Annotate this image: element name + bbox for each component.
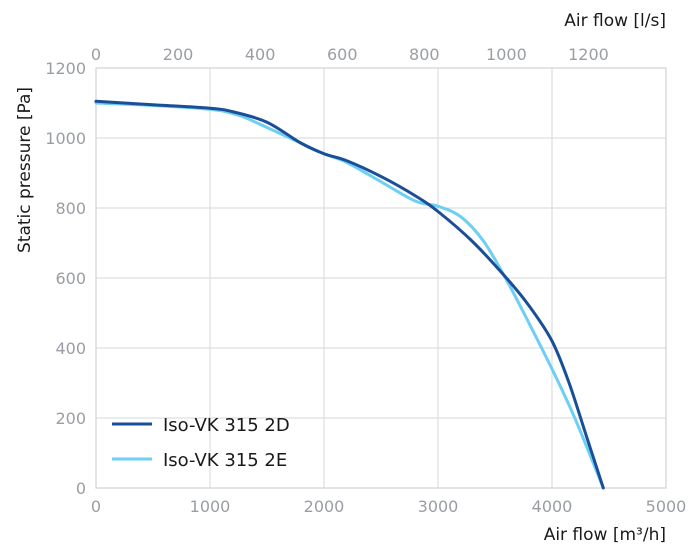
- series-line-2e: [94, 101, 605, 490]
- x-axis-label: Air flow [m³/h]: [544, 525, 666, 545]
- legend: Iso-VK 315 2D Iso-VK 315 2E: [112, 415, 290, 471]
- y-axis-ticks: 0 200 400 600 800 1000 1200: [45, 59, 86, 498]
- y-tick-label: 1000: [45, 129, 86, 148]
- x2-tick-label: 0: [91, 45, 101, 64]
- x-tick-label: 3000: [418, 497, 459, 516]
- x-tick-label: 1000: [190, 497, 231, 516]
- x2-tick-label: 200: [163, 45, 194, 64]
- y-tick-label: 1200: [45, 59, 86, 78]
- x2-axis-ticks: 0 200 400 600 800 1000 1200: [91, 45, 609, 64]
- plot-frame: [95, 67, 667, 489]
- x2-tick-label: 400: [245, 45, 276, 64]
- legend-label-2d: Iso-VK 315 2D: [163, 415, 290, 436]
- y-tick-label: 600: [55, 269, 86, 288]
- x-tick-label: 2000: [304, 497, 345, 516]
- x-tick-label: 4000: [532, 497, 573, 516]
- y-tick-label: 400: [55, 339, 86, 358]
- x-tick-label: 0: [91, 497, 101, 516]
- y-tick-label: 0: [76, 479, 86, 498]
- y-axis-label: Static pressure [Pa]: [15, 87, 35, 253]
- series-layer: [94, 99, 605, 490]
- x2-tick-label: 600: [327, 45, 358, 64]
- x-tick-label: 5000: [646, 497, 687, 516]
- x2-tick-label: 800: [409, 45, 440, 64]
- series-line-2d: [94, 99, 605, 490]
- y-tick-label: 800: [55, 199, 86, 218]
- legend-label-2e: Iso-VK 315 2E: [163, 450, 287, 471]
- x2-tick-label: 1200: [568, 45, 609, 64]
- x2-axis-label: Air flow [l/s]: [564, 11, 666, 31]
- x2-tick-label: 1000: [486, 45, 527, 64]
- y-tick-label: 200: [55, 409, 86, 428]
- x-axis-ticks: 0 1000 2000 3000 4000 5000: [91, 497, 686, 516]
